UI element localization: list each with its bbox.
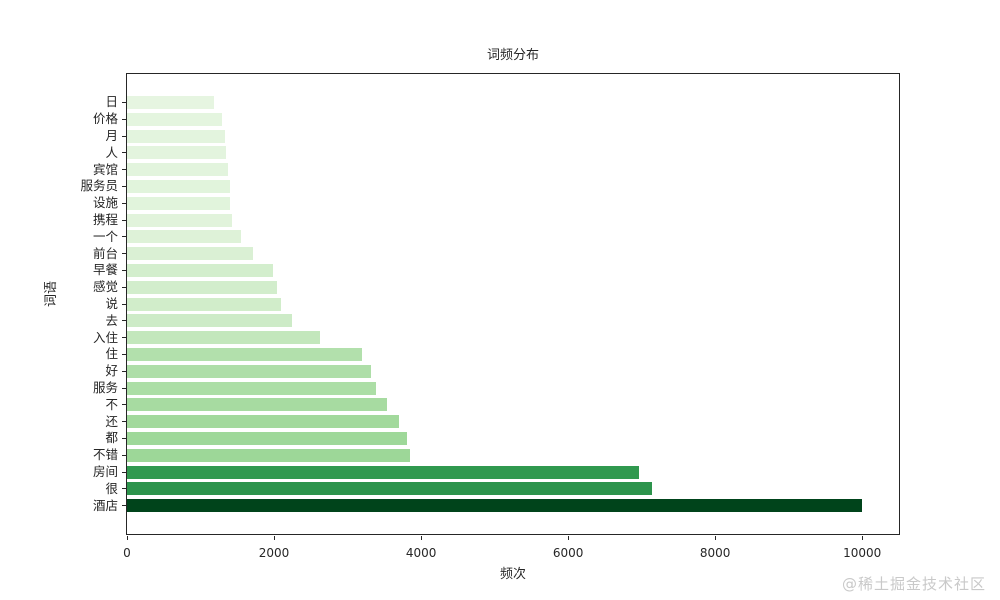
x-tick-mark-3 (568, 536, 570, 540)
y-tick-mark-0 (122, 101, 126, 103)
bar-22 (127, 465, 639, 479)
plot-area: 日价格月人宾馆 服务员 设施 携程 一个 前台 早餐 感觉说去入住住好服务不还都不错 房间很酒店… (80, 73, 900, 560)
y-tick-mark-2 (122, 135, 126, 137)
bar-24 (127, 499, 863, 513)
y-tick-mark-22 (122, 471, 126, 473)
y-tick-label-10: 早餐 (92, 262, 118, 278)
bar-18 (127, 398, 388, 412)
y-tick-mark-21 (122, 454, 126, 456)
y-tick-label-13: 去 (105, 312, 118, 328)
y-tick-mark-10 (122, 269, 126, 271)
x-tick-mark-4 (715, 536, 717, 540)
bar-23 (127, 482, 652, 496)
bar-4 (127, 163, 228, 177)
y-tick-label-22: 房间 (92, 464, 118, 479)
y-tick-mark-1 (122, 118, 126, 120)
y-tick-mark-16 (122, 370, 126, 372)
y-tick-mark-8 (122, 236, 126, 238)
x-axis-label: 频次 (499, 567, 526, 582)
y-tick-mark-13 (122, 320, 126, 322)
y-tick-label-20: 都 (105, 430, 118, 446)
y-tick-label-21: 不错 (92, 447, 118, 463)
x-tick-label-2: 4000 (405, 546, 437, 560)
x-tick-label-3: 6000 (552, 546, 584, 560)
bar-2 (127, 129, 225, 143)
y-tick-label-16: 好 (105, 363, 118, 379)
bar-16 (127, 364, 372, 378)
y-tick-mark-24 (122, 505, 126, 507)
y-tick-mark-19 (122, 421, 126, 423)
y-tick-mark-6 (122, 202, 126, 204)
bar-11 (127, 280, 277, 294)
y-tick-label-17: 服务 (92, 380, 118, 395)
y-tick-label-7: 携程 (92, 212, 118, 227)
bar-5 (127, 179, 230, 193)
bar-12 (127, 297, 282, 311)
y-tick-label-8: 一个 (92, 228, 118, 244)
bar-0 (127, 95, 214, 109)
bar-7 (127, 213, 233, 227)
y-tick-mark-14 (122, 337, 126, 339)
y-tick-label-3: 人 (105, 144, 118, 160)
y-tick-label-12: 说 (105, 296, 118, 311)
y-tick-label-9: 前台 (92, 245, 118, 261)
y-tick-label-2: 月 (105, 128, 118, 143)
bar-17 (127, 381, 376, 395)
y-tick-mark-7 (122, 219, 126, 221)
bar-14 (127, 331, 321, 345)
bar-8 (127, 230, 241, 244)
y-tick-mark-9 (122, 253, 126, 255)
x-tick-mark-0 (127, 536, 128, 540)
x-tick-label-4: 8000 (699, 546, 731, 560)
bar-13 (127, 314, 292, 328)
watermark: @稀土掘金技术社区 (841, 575, 986, 593)
y-tick-mark-23 (122, 488, 126, 490)
y-tick-label-18: 不 (105, 396, 118, 412)
y-tick-label-0: 日 (105, 94, 118, 110)
x-tick-label-5: 10000 (843, 546, 882, 560)
y-tick-mark-20 (122, 437, 126, 439)
bar-21 (127, 448, 411, 462)
y-tick-mark-4 (122, 169, 126, 171)
y-tick-label-14: 入住 (92, 329, 118, 345)
y-tick-label-11: 感觉 (92, 279, 118, 295)
y-tick-label-4: 宾馆 (92, 161, 118, 177)
y-tick-mark-11 (122, 286, 126, 288)
y-tick-mark-12 (122, 303, 126, 305)
y-tick-mark-3 (122, 152, 126, 154)
y-tick-label-6: 设施 (92, 195, 118, 211)
y-tick-label-24: 酒店 (92, 497, 118, 513)
x-tick-mark-1 (274, 536, 276, 540)
chart-title: 词频分布 (486, 48, 539, 63)
bar-9 (127, 247, 254, 261)
bar-3 (127, 146, 226, 160)
y-tick-mark-17 (122, 387, 126, 389)
y-tick-label-15: 住 (105, 346, 118, 362)
x-tick-label-0: 0 (123, 546, 131, 560)
y-tick-label-1: 价格 (92, 111, 118, 127)
bar-19 (127, 415, 400, 429)
y-tick-mark-15 (122, 353, 126, 355)
bar-6 (127, 196, 230, 210)
x-tick-mark-2 (421, 536, 423, 540)
y-tick-label-5: 服务员 (80, 178, 118, 194)
y-tick-label-23: 很 (105, 480, 118, 496)
x-tick-label-1: 2000 (258, 546, 290, 560)
x-tick-mark-5 (862, 536, 864, 540)
bar-1 (127, 112, 222, 126)
bar-10 (127, 263, 273, 277)
y-tick-label-19: 还 (105, 413, 118, 429)
bar-15 (127, 347, 362, 361)
bar-20 (127, 431, 408, 445)
y-tick-mark-18 (122, 404, 126, 406)
y-tick-mark-5 (122, 185, 126, 187)
